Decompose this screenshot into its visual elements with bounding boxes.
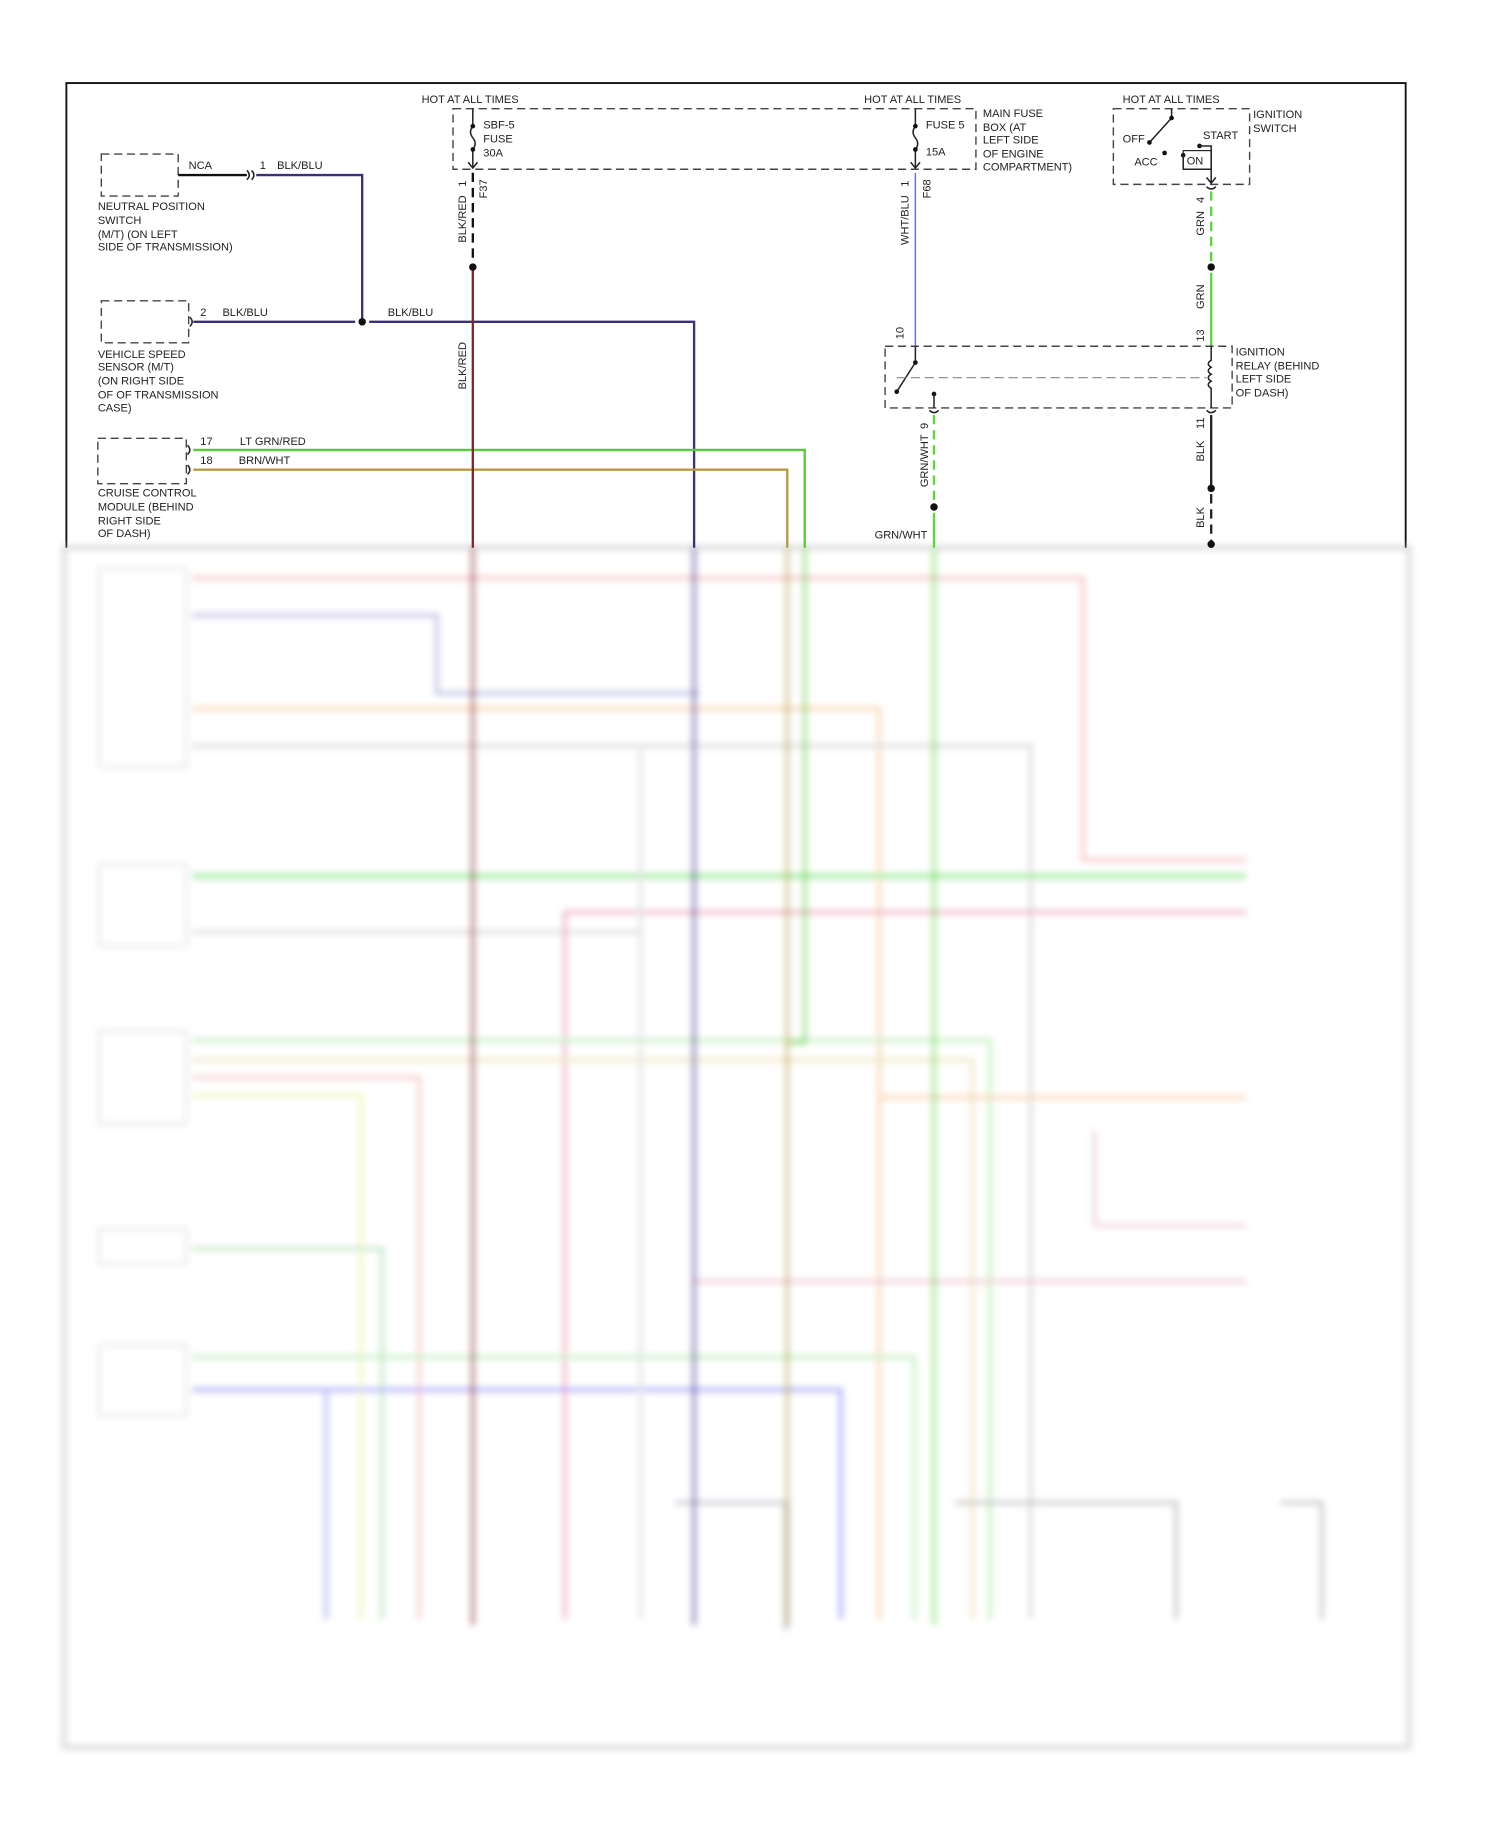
svg-text:1: 1 (899, 181, 911, 187)
svg-text:GRN/WHT: GRN/WHT (919, 434, 931, 487)
svg-text:30A: 30A (483, 147, 503, 159)
svg-text:SWITCH: SWITCH (98, 215, 142, 227)
blurred-lower-section (61, 545, 1412, 1750)
svg-text:BOX (AT: BOX (AT (983, 122, 1027, 134)
svg-text:LEFT SIDE: LEFT SIDE (1236, 373, 1292, 385)
svg-text:GRN/WHT: GRN/WHT (875, 529, 928, 541)
splice-dot (358, 318, 366, 326)
switch-position-on: ON (1187, 156, 1204, 168)
neutral-position-switch: NCA 1 BLK/BLU NEUTRAL POSITION SWITCH (M… (98, 153, 323, 254)
hot-at-all-times-label: HOT AT ALL TIMES (1123, 94, 1220, 106)
svg-text:OF ENGINE: OF ENGINE (983, 149, 1044, 161)
wires-into-lower-section (471, 547, 936, 1625)
svg-text:2: 2 (200, 307, 206, 319)
ignition-switch: OFF ACC START ON IGNITION SWITCH (1112, 107, 1302, 186)
svg-text:18: 18 (200, 455, 212, 467)
svg-text:IGNITION: IGNITION (1253, 109, 1302, 121)
svg-text:VEHICLE SPEED: VEHICLE SPEED (98, 349, 186, 361)
svg-text:F68: F68 (922, 179, 934, 198)
wire-lt-grn-red (193, 448, 806, 548)
svg-text:LT GRN/RED: LT GRN/RED (240, 436, 306, 448)
main-fuse-box-label: MAIN FUSE BOX (AT LEFT SIDE OF ENGINE CO… (983, 108, 1072, 174)
svg-text:CASE): CASE) (98, 402, 132, 414)
svg-text:BLK/BLU: BLK/BLU (388, 307, 433, 319)
svg-text:OF DASH): OF DASH) (1236, 387, 1289, 399)
svg-text:BLK/BLU: BLK/BLU (222, 307, 267, 319)
svg-text:9: 9 (919, 423, 931, 429)
svg-text:FUSE: FUSE (483, 133, 512, 145)
svg-text:SIDE OF TRANSMISSION): SIDE OF TRANSMISSION) (98, 242, 233, 254)
svg-text:LEFT SIDE: LEFT SIDE (983, 135, 1039, 147)
svg-text:SWITCH: SWITCH (1253, 123, 1297, 135)
switch-position-off: OFF (1123, 133, 1145, 145)
svg-text:SENSOR (M/T): SENSOR (M/T) (98, 362, 174, 374)
svg-text:RIGHT SIDE: RIGHT SIDE (98, 515, 161, 527)
svg-text:(M/T) (ON LEFT: (M/T) (ON LEFT (98, 229, 178, 241)
svg-text:BLK: BLK (1195, 440, 1207, 462)
cruise-control-module: 17 LT GRN/RED 18 BRN/WHT CRUISE CONTROL … (97, 436, 306, 540)
switch-position-acc: ACC (1134, 157, 1157, 169)
wire-blk: BLK BLK (1195, 409, 1217, 548)
svg-text:WHT/BLU: WHT/BLU (899, 195, 911, 245)
svg-text:GRN: GRN (1195, 211, 1207, 236)
wire-grn: 4 GRN GRN (1195, 186, 1217, 347)
wire-grn-wht: GRN/WHT GRN/WHT (875, 409, 940, 548)
hot-at-all-times-label: HOT AT ALL TIMES (864, 94, 961, 106)
svg-text:BRN/WHT: BRN/WHT (239, 455, 291, 467)
svg-text:MODULE (BEHIND: MODULE (BEHIND (98, 501, 194, 513)
svg-text:BLK: BLK (1195, 506, 1207, 528)
svg-text:CRUISE CONTROL: CRUISE CONTROL (98, 487, 197, 499)
wire-blk-blu-vss (193, 320, 696, 548)
svg-text:COMPARTMENT): COMPARTMENT) (983, 161, 1072, 173)
wire-blk-red: 1 F37 BLK/RED BLK/RED (457, 172, 490, 548)
vehicle-speed-sensor: 2 BLK/BLU BLK/BLU VEHICLE SPEED SENSOR (… (98, 300, 433, 414)
svg-text:4: 4 (1195, 197, 1207, 203)
svg-text:GRN: GRN (1195, 284, 1207, 309)
svg-text:BLK/BLU: BLK/BLU (277, 160, 322, 172)
svg-text:RELAY (BEHIND: RELAY (BEHIND (1236, 361, 1320, 373)
svg-text:NCA: NCA (189, 160, 213, 172)
svg-text:SBF-5: SBF-5 (483, 119, 514, 131)
hot-at-all-times-label: HOT AT ALL TIMES (422, 94, 519, 106)
sbf-5-fuse: SBF-5 FUSE 30A (467, 108, 515, 170)
svg-text:F37: F37 (478, 179, 490, 198)
svg-text:10: 10 (895, 327, 907, 339)
svg-text:OF OF TRANSMISSION: OF OF TRANSMISSION (98, 390, 219, 402)
svg-text:1: 1 (260, 160, 266, 172)
svg-text:11: 11 (1195, 417, 1207, 428)
svg-text:1: 1 (457, 181, 469, 187)
svg-text:(ON RIGHT SIDE: (ON RIGHT SIDE (98, 376, 184, 388)
svg-text:NEUTRAL POSITION: NEUTRAL POSITION (98, 201, 205, 213)
svg-text:BLK/RED: BLK/RED (457, 195, 469, 242)
svg-text:OF DASH): OF DASH) (98, 528, 151, 540)
fuse-box-outline (452, 107, 977, 170)
svg-text:13: 13 (1195, 329, 1207, 341)
svg-text:17: 17 (200, 436, 212, 448)
diagram-frame (65, 82, 1407, 548)
svg-text:BLK/RED: BLK/RED (457, 342, 469, 389)
wire-brn-wht (193, 468, 789, 548)
svg-text:15A: 15A (926, 146, 946, 158)
switch-position-start: START (1203, 130, 1238, 142)
wire-blk-blu-neutral (256, 173, 364, 322)
svg-text:MAIN FUSE: MAIN FUSE (983, 108, 1043, 120)
ignition-relay: 10 13 9 11 IGNITION RELAY (BEHIND LEFT S… (884, 327, 1320, 429)
fuse-5: FUSE 5 15A (910, 108, 965, 170)
svg-text:FUSE 5: FUSE 5 (926, 119, 965, 131)
wire-wht-blu: 1 F68 WHT/BLU (899, 172, 934, 347)
svg-text:IGNITION: IGNITION (1236, 347, 1285, 359)
